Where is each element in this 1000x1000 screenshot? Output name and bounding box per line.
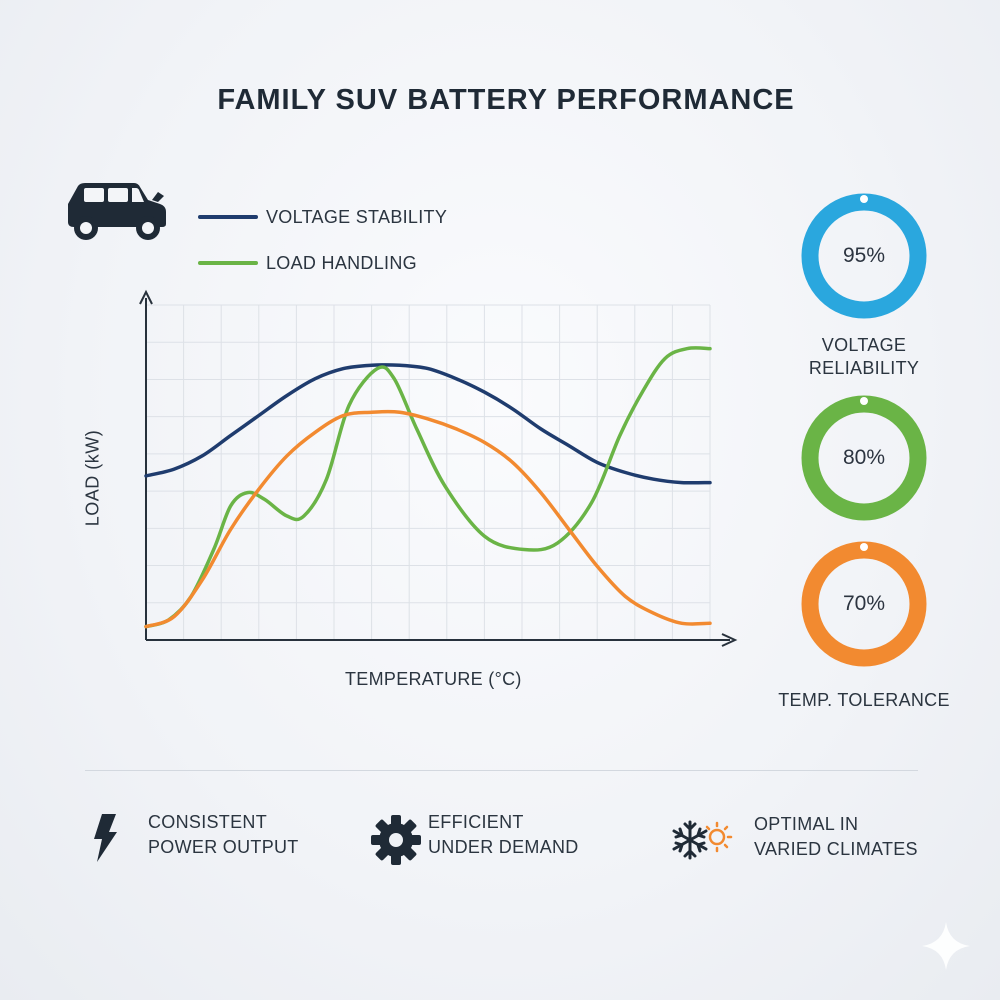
series-line-orange [144, 409, 712, 629]
gauge-value: 95% [842, 244, 886, 267]
feature-efficiency: EFFICIENT UNDER DEMAND [368, 810, 579, 870]
legend-label-voltage: VOLTAGE STABILITY [266, 206, 448, 227]
x-axis-arrow [721, 633, 738, 647]
gear-icon [371, 815, 421, 865]
series-line-load [144, 346, 712, 629]
legend-item-voltage: VOLTAGE STABILITY [198, 202, 447, 232]
gauge-ring [801, 193, 927, 319]
gauge-marker [860, 397, 868, 405]
gauge-marker [860, 195, 868, 203]
divider [85, 770, 918, 771]
gauge-ring [801, 395, 927, 521]
feature-climates: OPTIMAL IN VARIED CLIMATES [670, 812, 918, 872]
page-title: FAMILY SUV BATTERY PERFORMANCE [217, 84, 795, 116]
gauge-label: TEMP. TOLERANCE [778, 690, 950, 710]
gauge-ring [801, 541, 927, 667]
gauge-marker [860, 543, 868, 551]
feature-power-output: CONSISTENT POWER OUTPUT [88, 810, 299, 870]
lightning-icon [94, 814, 117, 862]
gauge-load: 80% [800, 394, 928, 522]
legend-swatch-voltage [198, 215, 258, 219]
gauge-voltage-reliability: 95% [800, 192, 928, 320]
y-axis-label: LOAD (kW) [82, 429, 103, 527]
y-axis-arrow [139, 289, 153, 305]
gauge-value: 80% [842, 446, 886, 469]
legend-item-load: LOAD HANDLING [198, 248, 417, 278]
feature-text: OPTIMAL IN VARIED CLIMATES [754, 814, 918, 859]
gauge-temp-tolerance: 70% [800, 540, 928, 668]
x-axis-label: TEMPERATURE (°C) [345, 669, 522, 689]
series-line-voltage [144, 363, 712, 485]
feature-text: EFFICIENT UNDER DEMAND [428, 812, 579, 857]
car-icon [68, 183, 166, 240]
sparkle-icon [922, 922, 970, 970]
gauge-label: VOLTAGE RELIABILITY [808, 335, 920, 378]
snowflake-sun-icon [672, 820, 733, 860]
feature-text: CONSISTENT POWER OUTPUT [148, 812, 299, 857]
legend-swatch-load [198, 261, 258, 265]
legend-label-load: LOAD HANDLING [266, 252, 417, 273]
gauge-value: 70% [842, 592, 886, 615]
